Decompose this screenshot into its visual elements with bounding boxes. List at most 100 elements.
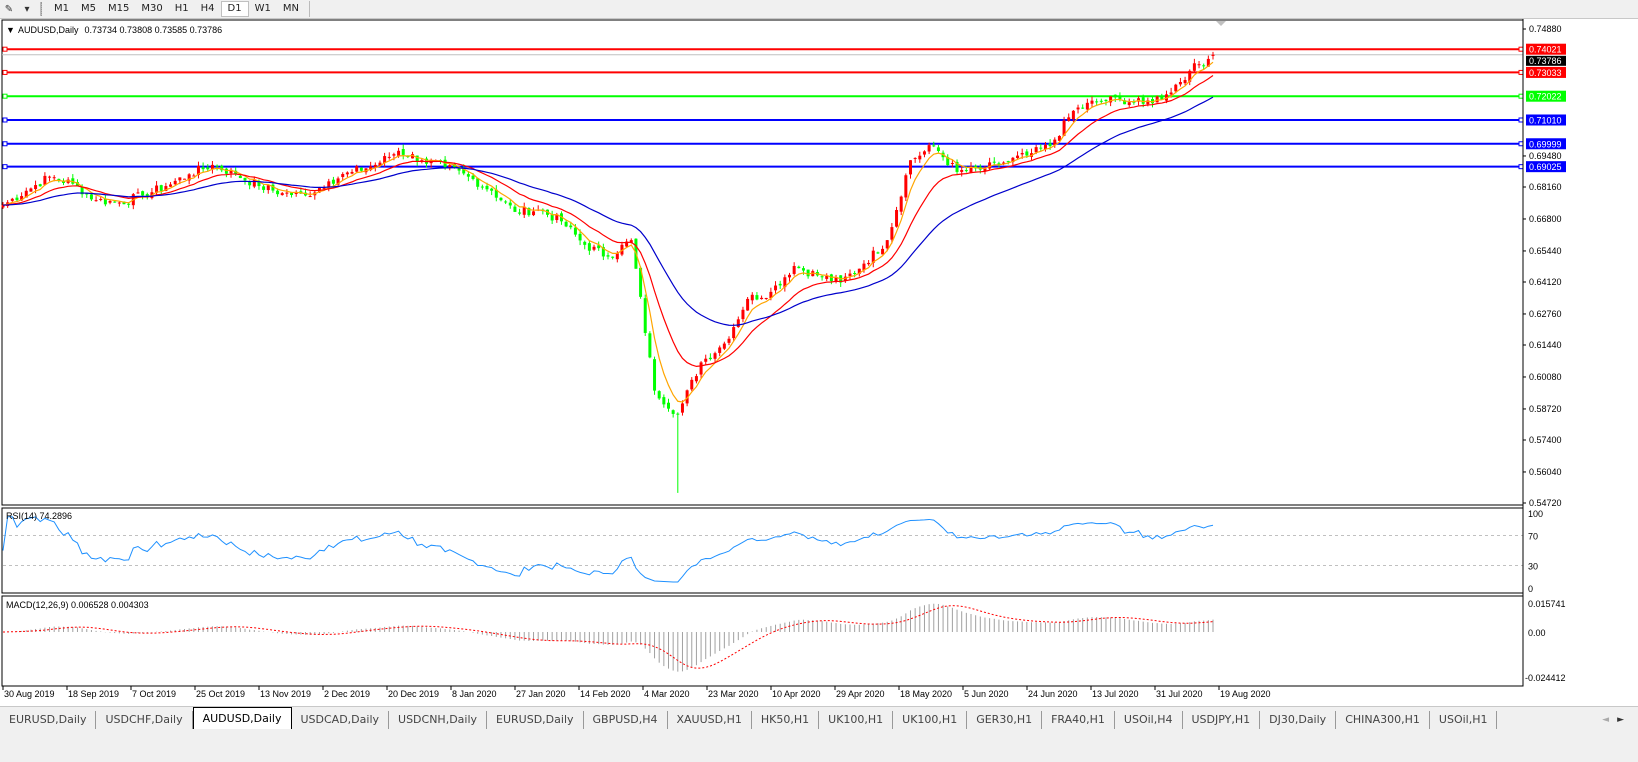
ma-slow-line xyxy=(2,96,1214,326)
line-handle[interactable] xyxy=(2,117,8,123)
line-handle[interactable] xyxy=(1518,117,1524,123)
dropdown-arrow-icon[interactable]: ▾ xyxy=(24,3,30,15)
candle-body xyxy=(215,165,219,167)
candle xyxy=(876,251,880,254)
tab-gbpusd-h4[interactable]: GBPUSD,H4 xyxy=(584,711,668,729)
candle xyxy=(215,164,219,171)
tab-usoil-h4[interactable]: USOil,H4 xyxy=(1115,711,1183,729)
candle-body xyxy=(620,244,624,255)
line-handle[interactable] xyxy=(1518,46,1524,52)
candle-body xyxy=(262,186,266,190)
tab-uk100-h1[interactable]: UK100,H1 xyxy=(893,711,968,729)
candle xyxy=(518,208,522,216)
tab-usdchf-daily[interactable]: USDCHF,Daily xyxy=(96,711,193,729)
candle-body xyxy=(1048,143,1052,147)
candle-body xyxy=(680,403,684,413)
candle xyxy=(904,173,908,202)
candle xyxy=(532,207,536,217)
timeframe-mn[interactable]: MN xyxy=(282,3,299,14)
tab-china300-h1[interactable]: CHINA300,H1 xyxy=(1336,711,1430,729)
candle-body xyxy=(862,263,866,271)
candle-body xyxy=(1202,65,1206,67)
candle-body xyxy=(462,168,466,174)
tab-uk100-h1[interactable]: UK100,H1 xyxy=(819,711,894,729)
chart-shift-marker[interactable] xyxy=(1216,21,1226,26)
price-level-label: 0.69025 xyxy=(1529,162,1562,172)
tab-usdcnh-daily[interactable]: USDCNH,Daily xyxy=(389,711,488,729)
timeframe-m15[interactable]: M15 xyxy=(108,3,130,14)
candle-body xyxy=(480,186,484,188)
candle-body xyxy=(927,145,931,152)
tab-ger30-h1[interactable]: GER30,H1 xyxy=(967,711,1043,729)
timeframe-buttons: M1 M5 M15 M30 H1 H4 D1 W1 MN xyxy=(48,1,305,17)
candle xyxy=(788,272,791,282)
candle xyxy=(601,243,605,261)
line-handle[interactable] xyxy=(1518,93,1524,99)
candle xyxy=(285,189,289,197)
candle-body xyxy=(169,184,173,187)
candle xyxy=(564,220,568,228)
candle xyxy=(490,187,494,196)
timeframe-h4[interactable]: H4 xyxy=(200,3,215,14)
candle-body xyxy=(1020,153,1024,155)
tab-usoil-h1[interactable]: USOil,H1 xyxy=(1430,711,1498,729)
candle xyxy=(155,181,159,196)
candle-body xyxy=(322,188,326,190)
tab-scroll-right[interactable]: ► xyxy=(1617,715,1624,725)
y-tick-label: 0.64120 xyxy=(1529,277,1562,287)
candle-body xyxy=(350,171,354,174)
candle-body xyxy=(145,194,149,198)
toolbar-separator xyxy=(308,1,310,17)
candle xyxy=(867,260,871,266)
candle-body xyxy=(639,267,643,297)
candle xyxy=(1178,77,1182,87)
line-handle[interactable] xyxy=(1518,141,1524,147)
candle-body xyxy=(1178,81,1182,85)
candle xyxy=(792,262,796,276)
candle xyxy=(1071,110,1075,123)
candle xyxy=(280,192,284,196)
tab-hk50-h1[interactable]: HK50,H1 xyxy=(752,711,820,729)
tab-dj30-daily[interactable]: DJ30,Daily xyxy=(1260,711,1337,729)
line-handle[interactable] xyxy=(2,46,8,52)
candle-body xyxy=(397,150,401,156)
timeframe-w1[interactable]: W1 xyxy=(254,3,271,14)
timeframe-m30[interactable]: M30 xyxy=(141,3,163,14)
timeframe-d1[interactable]: D1 xyxy=(220,1,249,17)
tab-eurusd-daily[interactable]: EURUSD,Daily xyxy=(487,711,584,729)
candle-body xyxy=(904,175,908,198)
candle xyxy=(1039,144,1043,151)
candle-body xyxy=(201,167,205,170)
line-tool-icon[interactable]: ✎ xyxy=(4,3,14,15)
candle-body xyxy=(969,166,973,173)
tab-fra40-h1[interactable]: FRA40,H1 xyxy=(1042,711,1115,729)
candle-body xyxy=(1095,101,1099,103)
tab-usdjpy-h1[interactable]: USDJPY,H1 xyxy=(1183,711,1261,729)
tab-eurusd-daily[interactable]: EURUSD,Daily xyxy=(0,711,97,729)
candle xyxy=(597,241,601,251)
macd-tick-label: -0.024412 xyxy=(1525,673,1566,683)
candle xyxy=(611,256,615,260)
tab-xauusd-h1[interactable]: XAUUSD,H1 xyxy=(668,711,752,729)
candle xyxy=(48,175,52,182)
collapse-arrow-icon[interactable]: ▼ xyxy=(6,25,15,35)
candle-body xyxy=(583,241,587,245)
candle-body xyxy=(895,210,899,227)
tab-usdcad-daily[interactable]: USDCAD,Daily xyxy=(292,711,390,729)
timeframe-m5[interactable]: M5 xyxy=(81,3,96,14)
line-handle[interactable] xyxy=(2,93,8,99)
line-handle[interactable] xyxy=(2,164,8,170)
line-handle[interactable] xyxy=(2,69,8,75)
candle xyxy=(583,240,587,250)
price-chart[interactable]: 0.74021 0.73033 0.72022 0.71010 0.69999 0.690… xyxy=(0,0,1638,706)
y-tick-label: 0.61440 xyxy=(1529,340,1562,350)
candle xyxy=(825,273,829,282)
line-handle[interactable] xyxy=(1518,164,1524,170)
line-handle[interactable] xyxy=(2,141,8,147)
line-handle[interactable] xyxy=(1518,69,1524,75)
tab-audusd-daily[interactable]: AUDUSD,Daily xyxy=(192,707,292,729)
timeframe-m1[interactable]: M1 xyxy=(54,3,69,14)
x-tick-label: 29 Apr 2020 xyxy=(836,689,885,699)
timeframe-h1[interactable]: H1 xyxy=(174,3,189,14)
tab-scroll-left[interactable]: ◄ xyxy=(1602,715,1610,725)
